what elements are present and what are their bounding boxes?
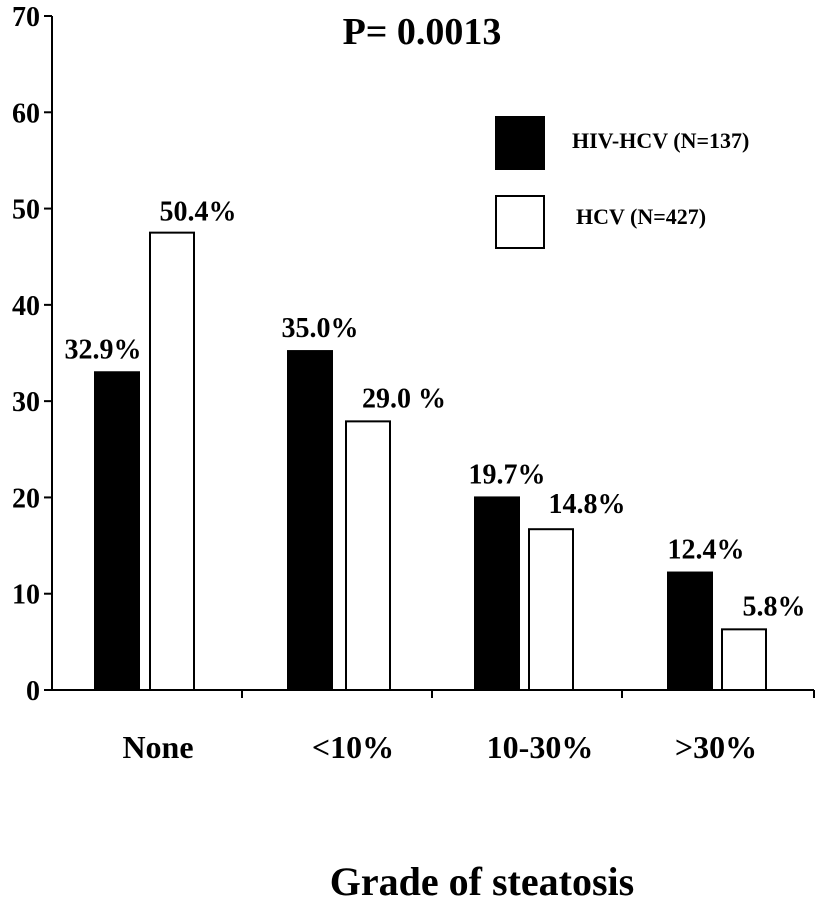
data-label: 14.8% <box>549 489 626 520</box>
bar-hcv <box>528 528 574 692</box>
y-tick-label: 40 <box>12 291 40 322</box>
x-axis-label: Grade of steatosis <box>330 859 634 904</box>
y-tick-label: 20 <box>12 483 40 514</box>
data-label: 12.4% <box>668 535 745 566</box>
x-tick-label: None <box>122 729 193 765</box>
bar-hiv-hcv <box>667 571 713 692</box>
y-tick-label: 70 <box>12 2 40 33</box>
x-tick-label: <10% <box>312 729 394 765</box>
bar-hcv <box>721 628 767 692</box>
data-label: 5.8% <box>743 591 806 622</box>
y-tick-label: 60 <box>12 98 40 129</box>
y-tick-label: 10 <box>12 580 40 611</box>
axes: 0 10 20 30 40 50 60 70 None <10% 10-30% >30% <box>12 2 815 765</box>
data-label: 50.4% <box>160 197 237 228</box>
y-tick-label: 50 <box>12 195 40 226</box>
bar-hcv <box>149 231 195 691</box>
chart-title: P= 0.0013 <box>343 11 502 53</box>
data-label: 32.9% <box>65 334 142 365</box>
bar-hcv <box>345 420 391 691</box>
data-label: 19.7% <box>469 459 546 490</box>
y-tick-label: 30 <box>12 387 40 418</box>
legend-swatch <box>495 195 545 249</box>
bar-hiv-hcv <box>474 496 520 691</box>
data-label: 35.0% <box>282 313 359 344</box>
data-label: 29.0 % <box>362 383 446 414</box>
x-tick-label: >30% <box>675 729 757 765</box>
legend: HIV-HCV (N=137) HCV (N=427) <box>495 116 749 249</box>
legend-swatch <box>495 116 545 170</box>
bar-hiv-hcv <box>94 371 140 691</box>
bars: 32.9% 50.4% 35.0% 29.0 % 19.7%14.8% 12.4% 5.8% <box>65 197 806 692</box>
y-tick-label: 0 <box>26 676 40 707</box>
bar-hiv-hcv <box>287 350 333 691</box>
x-tick-label: 10-30% <box>487 729 594 765</box>
legend-label: HIV-HCV (N=137) <box>572 128 749 153</box>
legend-label: HCV (N=427) <box>576 204 706 229</box>
